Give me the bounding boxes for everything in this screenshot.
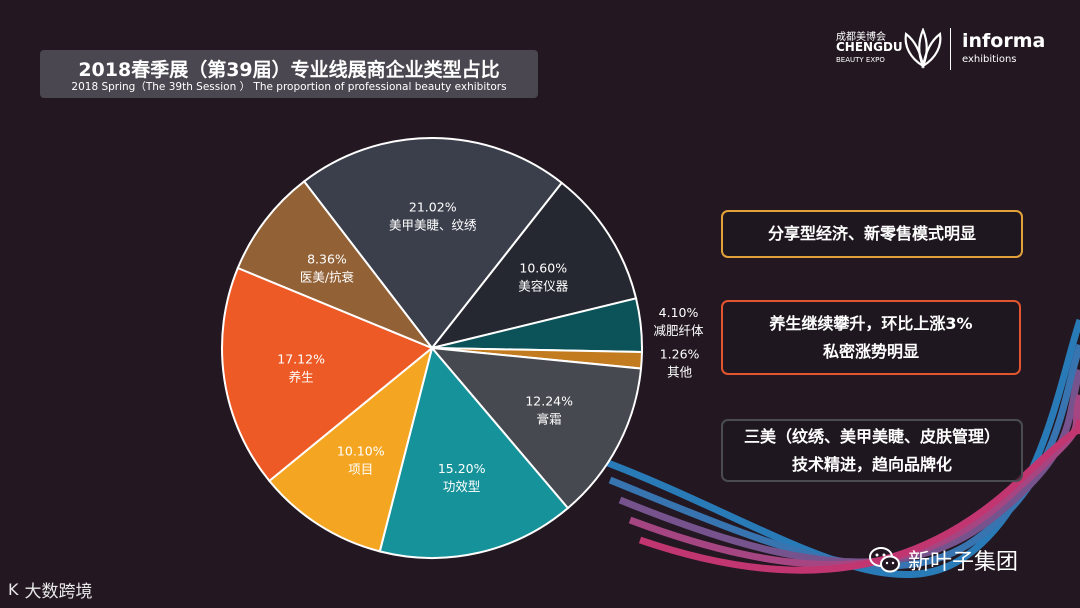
callout-2-line-1: 养生继续攀升，环比上涨3%	[769, 313, 973, 333]
chengdu-logo-en: CHENGDU	[836, 40, 903, 54]
ribbon-5	[638, 419, 1080, 574]
ribbon-1	[598, 318, 1080, 579]
wechat-icon	[869, 547, 900, 573]
chengdu-logo-cn: 成都美博会	[836, 32, 886, 43]
slice-value-label: 10.10%	[337, 443, 385, 458]
slice-value-label: 10.60%	[519, 260, 567, 275]
slice-category-label: 医美/抗衰	[300, 270, 355, 285]
callout-1-line-1: 分享型经济、新零售模式明显	[767, 224, 976, 243]
slice-value-label: 21.02%	[409, 200, 457, 215]
chengdu-logo-sub: BEAUTY EXPO	[836, 56, 885, 64]
slice-value-label: 4.10%	[659, 305, 699, 320]
wechat-watermark: 新叶子集团	[868, 542, 1018, 578]
pie-slice	[236, 180, 436, 351]
slice-value-label: 15.20%	[438, 461, 486, 476]
slice-value-label: 8.36%	[307, 252, 347, 267]
pie-slice	[429, 346, 643, 510]
informa-logo-sub: exhibitions	[962, 54, 1017, 65]
callout-2-line-2: 私密涨势明显	[822, 341, 919, 361]
callout-sharing-economy: 分享型经济、新零售模式明显	[721, 210, 1023, 258]
slice-value-label: 1.26%	[660, 346, 700, 361]
logo-divider	[950, 28, 951, 70]
slice-value-label: 12.24%	[525, 393, 573, 408]
callout-3-line-2: 技术精进，趋向品牌化	[791, 454, 952, 474]
title-box: 2018春季展（第39届）专业线展商企业类型占比 2018 Spring（The…	[40, 50, 538, 98]
callout-3-line-1: 三美（纹绣、美甲美睫、皮肤管理）	[743, 426, 1000, 446]
ribbon-2	[608, 343, 1080, 570]
slice-category-label: 膏霜	[537, 411, 562, 426]
source-logo-mark: K	[8, 579, 19, 599]
informa-logo: informa	[962, 30, 1046, 52]
slice-category-label: 美容仪器	[518, 278, 569, 293]
slice-value-label: 17.12%	[277, 351, 325, 366]
pie-slice	[378, 345, 570, 559]
pie-slice	[429, 181, 638, 350]
pie-slice	[302, 137, 564, 350]
callout-three-beauty: 三美（纹绣、美甲美睫、皮肤管理） 技术精进，趋向品牌化	[721, 419, 1023, 482]
ribbon-3	[618, 368, 1080, 566]
source-watermark-text: 大数跨境	[24, 581, 93, 602]
slice-category-label: 功效型	[443, 479, 481, 494]
lotus-icon	[904, 28, 942, 69]
chengdu-beauty-expo-logo: 成都美博会 CHENGDU BEAUTY EXPO	[836, 28, 946, 76]
slice-category-label: 养生	[289, 369, 314, 384]
pie-slice	[221, 266, 434, 483]
pie-slice	[267, 345, 434, 553]
watermark-brand: 新叶子集团	[908, 550, 1019, 575]
chart-subtitle: 2018 Spring（The 39th Session ） The propo…	[71, 81, 507, 93]
slice-category-label: 项目	[348, 461, 373, 476]
slice-category-label: 减肥纤体	[653, 323, 704, 338]
source-watermark: K 大数跨境	[8, 574, 93, 604]
slice-category-label: 其他	[667, 364, 693, 379]
callout-health-rise: 养生继续攀升，环比上涨3% 私密涨势明显	[721, 300, 1021, 375]
chart-title: 2018春季展（第39届）专业线展商企业类型占比	[78, 59, 500, 81]
slice-category-label: 美甲美睫、纹绣	[389, 218, 477, 233]
